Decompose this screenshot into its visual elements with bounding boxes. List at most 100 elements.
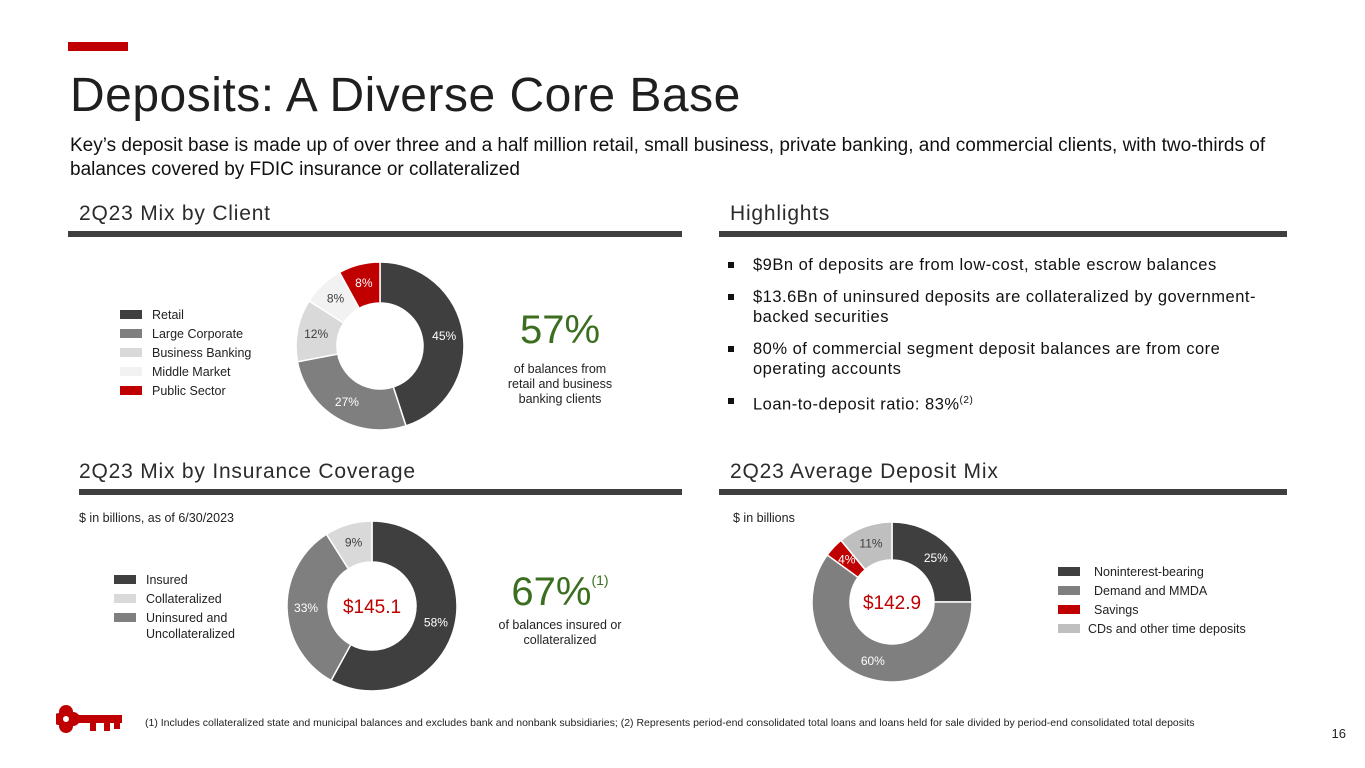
donut-center-total: $142.9: [863, 593, 921, 614]
deposit-mix-note: $ in billions: [733, 511, 795, 525]
donut-data-label: 9%: [345, 536, 363, 550]
page-number: 16: [1331, 726, 1346, 741]
legend-item-uninsured: Uninsured and Uncollateralized: [114, 610, 256, 642]
donut-data-label: 12%: [304, 327, 328, 341]
stat-number: 67%: [511, 570, 592, 614]
legend-swatch: [120, 310, 142, 319]
legend-label: Savings: [1094, 602, 1139, 617]
footnote-ref: (1): [591, 571, 609, 588]
client-mix-stat-caption: of balances from retail and business ban…: [507, 362, 613, 406]
donut-slice-large-corporate: [296, 353, 407, 431]
deposit-mix-legend: Noninterest-bearing Demand and MMDA Savi…: [1058, 562, 1246, 638]
legend-swatch: [120, 367, 142, 376]
highlight-text: $9Bn of deposits are from low-cost, stab…: [753, 256, 1217, 274]
highlight-item: $13.6Bn of uninsured deposits are collat…: [719, 287, 1279, 327]
insurance-mix-note: $ in billions, as of 6/30/2023: [79, 511, 234, 525]
insurance-mix-section-title: 2Q23 Mix by Insurance Coverage: [79, 460, 416, 483]
legend-label: Public Sector: [152, 383, 226, 398]
insurance-mix-legend: Insured Collateralized Uninsured and Unc…: [114, 570, 256, 642]
legend-item-cds: CDs and other time deposits: [1058, 619, 1246, 638]
key-logo-icon: [56, 705, 122, 733]
highlight-text: $13.6Bn of uninsured deposits are collat…: [753, 288, 1256, 326]
highlight-item: $9Bn of deposits are from low-cost, stab…: [719, 255, 1279, 275]
client-mix-donut-chart: 45% 27% 12% 8% 8%: [295, 261, 465, 431]
donut-data-label: 8%: [327, 292, 345, 306]
client-mix-section-title: 2Q23 Mix by Client: [79, 202, 271, 225]
legend-label: Collateralized: [146, 591, 222, 606]
legend-label: Retail: [152, 307, 184, 322]
legend-item-savings: Savings: [1058, 600, 1246, 619]
donut-slice-insured: [330, 520, 458, 692]
highlight-item: Loan-to-deposit ratio: 83%(2): [719, 391, 1279, 415]
legend-swatch: [120, 348, 142, 357]
donut-center-total: $145.1: [343, 597, 401, 618]
client-mix-legend: Retail Large Corporate Business Banking …: [120, 305, 251, 400]
highlights-divider: [719, 231, 1287, 237]
donut-slice-demand-and-mmda: [811, 553, 973, 683]
donut-data-label: 11%: [859, 537, 882, 551]
legend-swatch: [120, 329, 142, 338]
legend-swatch: [114, 575, 136, 584]
deposit-mix-donut-chart: 25% 60% 4%11% $142.9: [811, 521, 973, 683]
donut-data-label: 45%: [432, 329, 456, 343]
legend-item-middle-market: Middle Market: [120, 362, 251, 381]
legend-label: CDs and other time deposits: [1088, 621, 1246, 636]
bullet-icon: [728, 398, 734, 404]
legend-item-insured: Insured: [114, 570, 256, 589]
insurance-mix-stat-caption: of balances insured or collateralized: [498, 618, 622, 647]
deposit-mix-divider: [719, 489, 1287, 495]
title-accent-bar: [68, 42, 128, 51]
bullet-icon: [728, 346, 734, 352]
donut-data-label: 8%: [355, 276, 373, 290]
deposit-mix-section-title: 2Q23 Average Deposit Mix: [730, 460, 999, 483]
highlights-section-title: Highlights: [730, 202, 831, 225]
donut-data-label: 25%: [924, 551, 948, 565]
footnote-ref: (2): [959, 395, 974, 406]
legend-swatch: [1058, 567, 1080, 576]
legend-item-business-banking: Business Banking: [120, 343, 251, 362]
insurance-mix-divider: [79, 489, 682, 495]
legend-label: Business Banking: [152, 345, 252, 360]
insurance-mix-donut-chart: 58% 33% 9% $145.1: [286, 520, 458, 692]
legend-label: Middle Market: [152, 364, 231, 379]
highlight-text: Loan-to-deposit ratio: 83%: [753, 395, 960, 414]
donut-data-label: 60%: [861, 654, 885, 668]
highlights-list: $9Bn of deposits are from low-cost, stab…: [719, 255, 1279, 427]
bullet-icon: [728, 294, 734, 300]
highlight-item: 80% of commercial segment deposit balanc…: [719, 339, 1279, 379]
donut-data-label: 33%: [294, 601, 318, 615]
donut-slice-uninsured-and-uncollateralized: [286, 533, 352, 682]
donut-data-label: 4%: [838, 553, 856, 567]
legend-item-noninterest-bearing: Noninterest-bearing: [1058, 562, 1246, 581]
donut-slice-public-sector: [338, 261, 381, 310]
client-mix-divider: [68, 231, 682, 237]
legend-item-large-corporate: Large Corporate: [120, 324, 251, 343]
client-mix-stat-value: 57%: [519, 308, 601, 352]
donut-slice-retail: [379, 261, 465, 427]
legend-swatch: [1058, 624, 1080, 633]
legend-label: Noninterest-bearing: [1094, 564, 1204, 579]
legend-swatch: [114, 594, 136, 603]
page-subtitle: Key’s deposit base is made up of over th…: [70, 135, 1266, 180]
legend-item-retail: Retail: [120, 305, 251, 324]
highlight-text: 80% of commercial segment deposit balanc…: [753, 340, 1221, 378]
legend-swatch: [1058, 586, 1080, 595]
footnote: (1) Includes collateralized state and mu…: [145, 717, 1195, 729]
donut-slice-cds-and-other-time-deposits: [839, 521, 893, 571]
legend-swatch: [1058, 605, 1080, 614]
legend-swatch: [120, 386, 142, 395]
legend-item-public-sector: Public Sector: [120, 381, 251, 400]
donut-data-label: 58%: [424, 615, 448, 629]
donut-slice-collateralized: [325, 520, 373, 570]
legend-label: Insured: [146, 572, 188, 587]
legend-label: Large Corporate: [152, 326, 244, 341]
legend-label: Uninsured and Uncollateralized: [146, 611, 235, 641]
legend-item-collateralized: Collateralized: [114, 589, 256, 608]
legend-label: Demand and MMDA: [1094, 583, 1208, 598]
donut-data-label: 27%: [335, 395, 359, 409]
legend-swatch: [114, 613, 136, 622]
insurance-mix-stat-value: 67%(1): [500, 570, 620, 615]
page-title: Deposits: A Diverse Core Base: [70, 69, 741, 122]
legend-item-demand-mmda: Demand and MMDA: [1058, 581, 1246, 600]
bullet-icon: [728, 262, 734, 268]
